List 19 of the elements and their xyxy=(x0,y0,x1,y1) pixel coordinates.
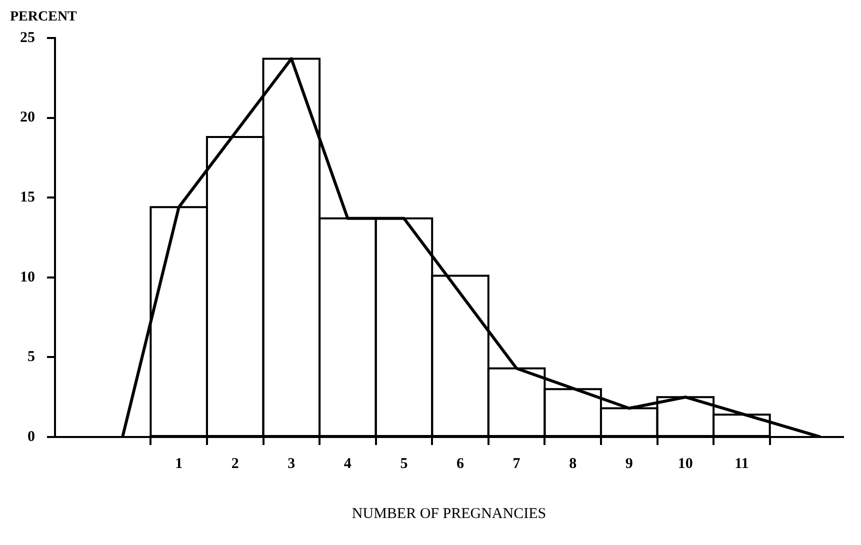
y-tick-label: 20 xyxy=(20,110,35,126)
x-tick-label: 8 xyxy=(569,456,577,472)
y-tick-label: 15 xyxy=(20,189,35,206)
y-tick-label: 25 xyxy=(20,30,35,46)
x-tick-label: 5 xyxy=(400,456,408,472)
x-tick-label: 9 xyxy=(625,456,633,472)
x-tick-label: 6 xyxy=(456,456,465,472)
x-tick-label: 7 xyxy=(512,456,521,472)
y-axis-title: PERCENT xyxy=(10,10,78,25)
x-tick-label: 4 xyxy=(344,456,352,472)
x-tick-label: 1 xyxy=(175,456,183,472)
y-tick-label: 5 xyxy=(28,349,35,366)
y-tick-label: 10 xyxy=(20,269,35,286)
y-tick-label: 0 xyxy=(28,428,35,445)
x-tick-label: 10 xyxy=(678,456,693,472)
x-tick-label: 3 xyxy=(288,456,296,472)
x-tick-label: 2 xyxy=(231,456,239,472)
x-axis-title: NUMBER OF PREGNANCIES xyxy=(352,506,546,522)
x-tick-label: 11 xyxy=(734,456,749,472)
